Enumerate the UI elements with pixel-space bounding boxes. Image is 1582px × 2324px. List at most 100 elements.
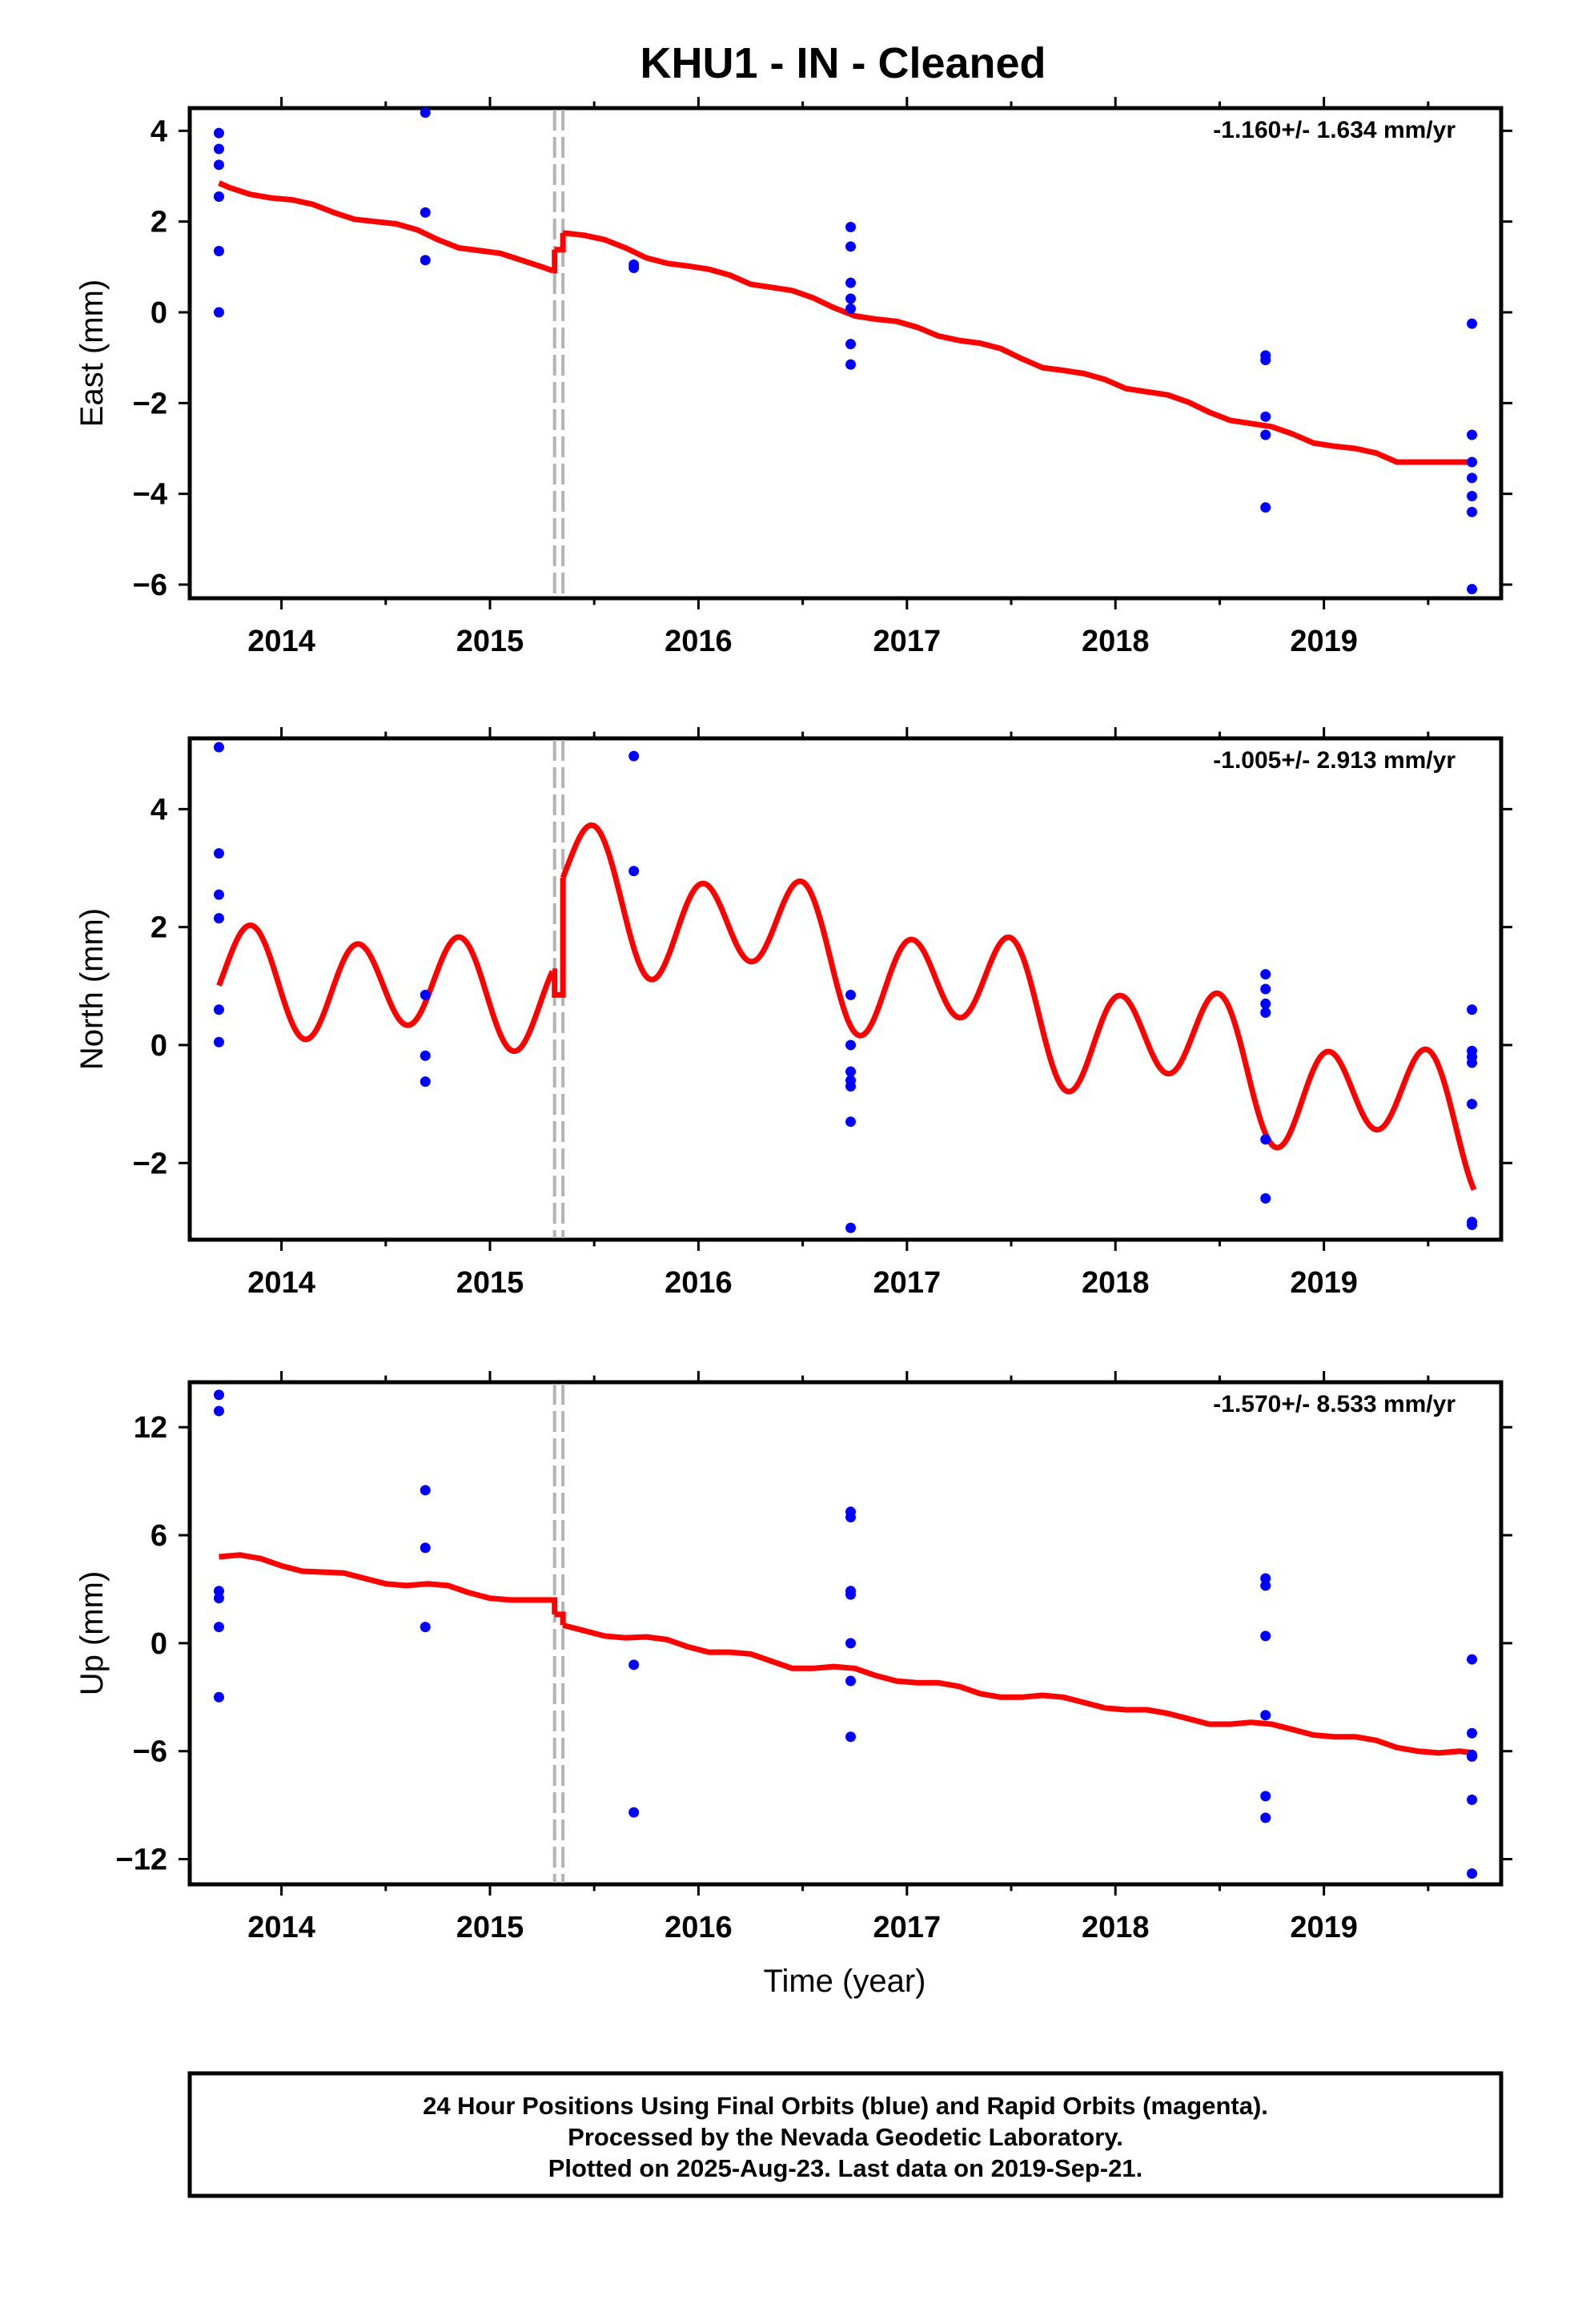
data-point bbox=[420, 107, 431, 119]
x-tick-label: 2014 bbox=[247, 625, 315, 658]
data-point bbox=[420, 207, 431, 218]
model-jump bbox=[552, 249, 558, 274]
data-point bbox=[420, 1622, 431, 1633]
data-point bbox=[420, 1485, 431, 1496]
y-tick-label: 12 bbox=[134, 1411, 167, 1445]
rate-label: -1.160+/- 1.634 mm/yr bbox=[1213, 117, 1456, 143]
model-jump bbox=[552, 877, 566, 998]
y-axis-label: Up (mm) bbox=[74, 1571, 110, 1696]
y-tick-label: −2 bbox=[133, 1147, 167, 1180]
data-point bbox=[845, 1675, 857, 1687]
data-point bbox=[1467, 318, 1478, 329]
x-tick-label: 2017 bbox=[873, 1911, 942, 1944]
data-point bbox=[628, 1659, 640, 1671]
x-tick-label: 2016 bbox=[665, 1266, 733, 1300]
data-point bbox=[1467, 491, 1478, 501]
data-point bbox=[213, 1622, 224, 1633]
data-point bbox=[845, 989, 857, 1000]
data-point bbox=[1260, 1710, 1271, 1721]
data-point bbox=[213, 1036, 224, 1047]
data-point bbox=[845, 1066, 857, 1077]
x-tick-label: 2018 bbox=[1082, 1911, 1150, 1944]
data-point bbox=[1260, 1791, 1271, 1802]
y-tick-label: 6 bbox=[151, 1519, 167, 1553]
y-tick-label: −4 bbox=[133, 478, 167, 512]
rate-label: -1.005+/- 2.913 mm/yr bbox=[1213, 747, 1456, 774]
model-segment-3 bbox=[562, 1622, 1475, 1756]
data-points bbox=[213, 1389, 1478, 1880]
data-point bbox=[213, 1691, 224, 1703]
data-point bbox=[213, 889, 224, 900]
data-point bbox=[628, 866, 640, 877]
data-point bbox=[1467, 1051, 1478, 1063]
data-point bbox=[1260, 429, 1271, 440]
x-tick-label: 2019 bbox=[1290, 1911, 1358, 1944]
x-tick-label: 2016 bbox=[665, 625, 733, 658]
data-point bbox=[213, 127, 224, 139]
data-point bbox=[420, 1076, 431, 1088]
x-tick-label: 2017 bbox=[873, 1266, 942, 1300]
footer-line-3: Plotted on 2025-Aug-23. Last data on 201… bbox=[548, 2154, 1142, 2182]
data-point bbox=[1260, 355, 1271, 365]
data-point bbox=[845, 1222, 857, 1233]
data-point bbox=[1260, 1630, 1271, 1642]
data-point bbox=[1260, 1580, 1271, 1591]
model-segment-1 bbox=[216, 922, 556, 1055]
y-tick-label: 0 bbox=[151, 1627, 167, 1661]
data-point bbox=[845, 359, 857, 370]
model-curve bbox=[219, 1552, 1475, 1756]
model-curve bbox=[218, 180, 1475, 465]
data-point bbox=[213, 143, 224, 155]
data-point bbox=[213, 913, 224, 924]
data-point bbox=[213, 191, 224, 202]
data-point bbox=[1260, 411, 1271, 422]
data-point bbox=[1467, 1099, 1478, 1110]
y-tick-label: −6 bbox=[133, 569, 167, 602]
north-panel: 2014 2015 2016 2017 2018 2019 −2 0 2 4 North (mm) -… bbox=[74, 727, 1512, 1300]
model-jump bbox=[560, 1611, 566, 1626]
data-point bbox=[213, 307, 224, 318]
data-point bbox=[213, 1389, 224, 1401]
x-tick-label: 2018 bbox=[1082, 1266, 1150, 1300]
data-point bbox=[845, 339, 857, 350]
model-segment-1 bbox=[218, 180, 554, 274]
data-point bbox=[845, 1589, 857, 1600]
y-tick-label: 4 bbox=[151, 793, 167, 826]
x-tick-label: 2015 bbox=[456, 1266, 524, 1300]
data-point bbox=[1467, 1004, 1478, 1015]
data-point bbox=[1260, 1812, 1271, 1823]
data-point bbox=[1260, 969, 1271, 980]
model-segment-3 bbox=[562, 230, 1475, 465]
y-tick-label: 0 bbox=[151, 296, 167, 330]
data-point bbox=[845, 277, 857, 288]
y-tick-label: −2 bbox=[133, 387, 167, 420]
footer-line-1: 24 Hour Positions Using Final Orbits (bl… bbox=[423, 2092, 1268, 2120]
footer-box: 24 Hour Positions Using Final Orbits (bl… bbox=[187, 2071, 1504, 2198]
x-tick-label: 2014 bbox=[247, 1266, 315, 1300]
model-segment-1 bbox=[219, 1552, 553, 1603]
data-point bbox=[1467, 1868, 1478, 1880]
data-point bbox=[628, 262, 640, 273]
model-jump bbox=[552, 1597, 558, 1614]
data-point bbox=[845, 1116, 857, 1128]
data-point bbox=[1260, 1134, 1271, 1145]
data-point bbox=[628, 1807, 640, 1818]
y-tick-label: −6 bbox=[133, 1735, 167, 1769]
rate-label: -1.570+/- 8.533 mm/yr bbox=[1213, 1391, 1456, 1417]
data-points bbox=[213, 107, 1478, 595]
footer-line-2: Processed by the Nevada Geodetic Laborat… bbox=[568, 2123, 1123, 2151]
plot-frame bbox=[187, 106, 1504, 601]
east-panel: 2014 2015 2016 2017 2018 2019 −6 −4 −2 0 2 4 East (m… bbox=[74, 97, 1512, 658]
data-point bbox=[1467, 472, 1478, 484]
y-tick-label: 4 bbox=[151, 115, 167, 148]
data-point bbox=[1467, 1751, 1478, 1762]
data-point bbox=[845, 1075, 857, 1086]
footer-frame bbox=[187, 2071, 1504, 2198]
model-curve bbox=[216, 822, 1477, 1192]
data-point bbox=[420, 1050, 431, 1061]
data-point bbox=[213, 159, 224, 171]
data-point bbox=[1467, 584, 1478, 595]
data-point bbox=[213, 1004, 224, 1015]
data-point bbox=[213, 742, 224, 753]
